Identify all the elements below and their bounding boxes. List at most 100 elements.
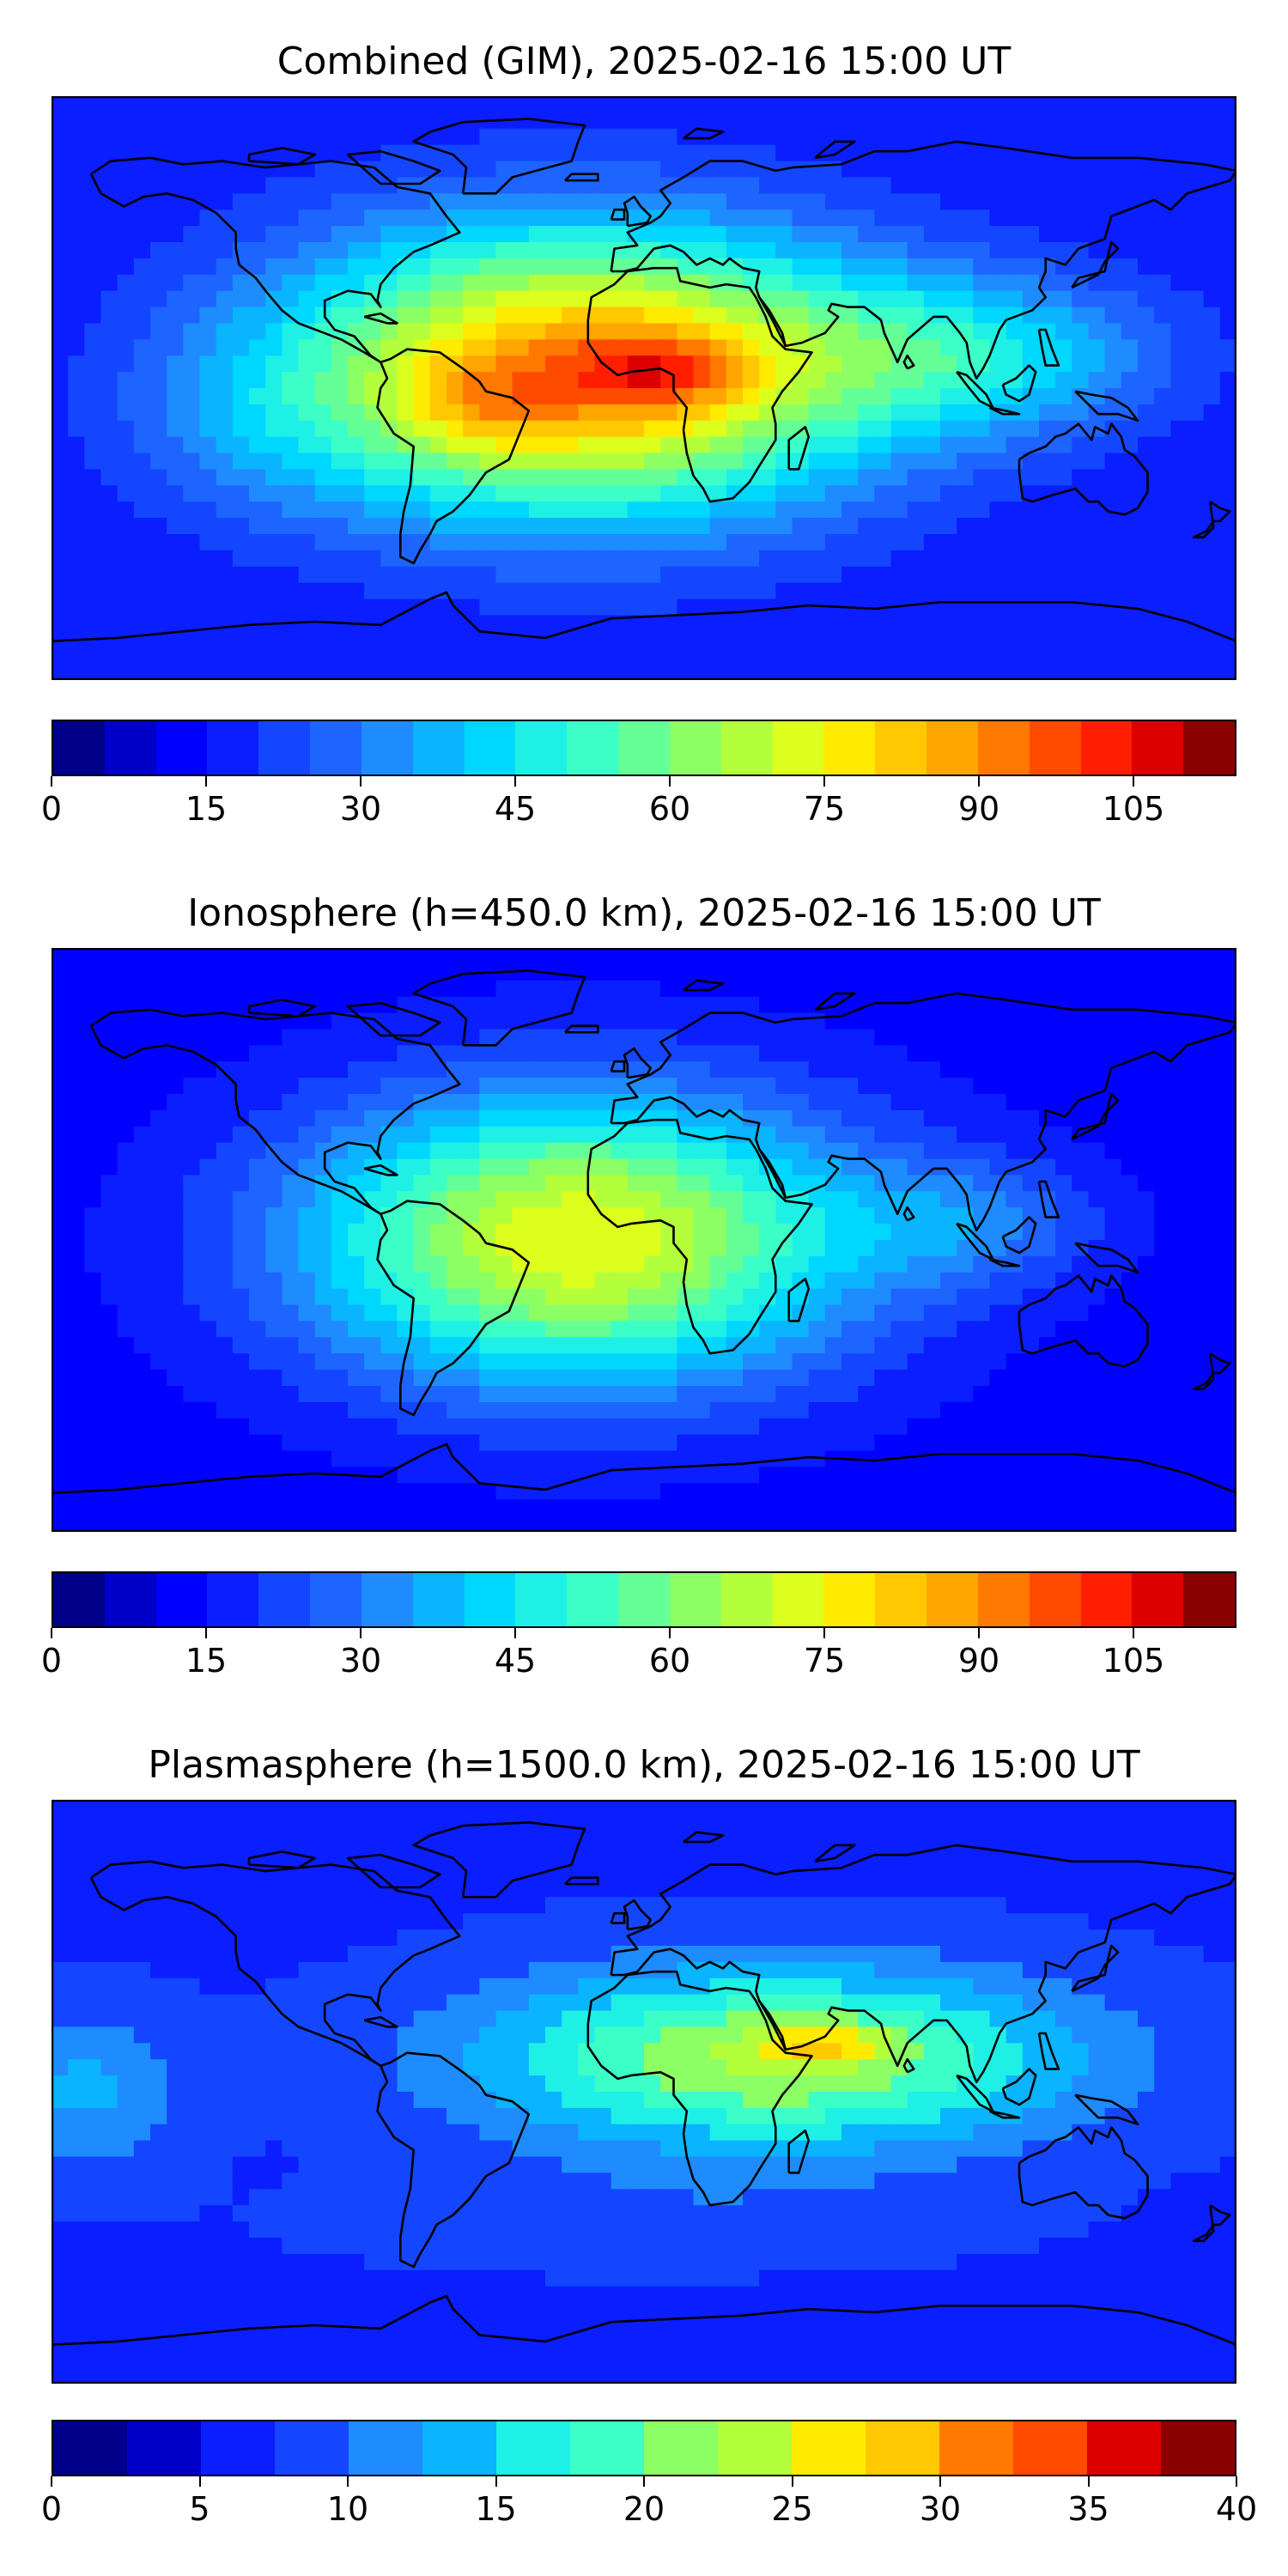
field-cell xyxy=(133,1240,151,1257)
field-cell xyxy=(940,274,957,292)
field-cell xyxy=(726,404,744,422)
field-cell xyxy=(429,615,447,632)
colorbar-tick xyxy=(669,776,671,787)
field-cell xyxy=(989,128,1007,146)
field-cell xyxy=(1022,1109,1040,1127)
field-cell xyxy=(495,1450,513,1468)
field-cell xyxy=(1154,307,1171,325)
field-cell xyxy=(1088,1401,1106,1419)
field-cell xyxy=(429,96,447,113)
field-cell xyxy=(216,1078,234,1095)
field-cell xyxy=(199,1418,217,1436)
field-cell xyxy=(594,242,612,259)
field-cell xyxy=(100,1240,118,1257)
field-cell xyxy=(759,664,776,680)
field-cell xyxy=(726,258,744,276)
field-cell xyxy=(1104,664,1122,680)
field-cell xyxy=(1187,1158,1205,1176)
field-cell xyxy=(52,161,69,179)
field-cell xyxy=(282,501,300,519)
field-cell xyxy=(216,193,234,210)
field-cell xyxy=(331,144,349,162)
field-cell xyxy=(1203,534,1221,551)
field-cell xyxy=(957,1078,974,1095)
field-cell xyxy=(808,485,826,502)
field-cell xyxy=(841,436,859,454)
field-cell xyxy=(808,518,826,535)
field-cell xyxy=(1170,226,1188,243)
field-cell xyxy=(232,598,250,617)
field-cell xyxy=(989,1126,1007,1144)
field-cell xyxy=(117,566,135,584)
field-cell xyxy=(167,323,184,340)
field-cell xyxy=(1138,1012,1155,1030)
field-cell xyxy=(1154,436,1171,454)
field-cell xyxy=(380,1045,398,1062)
field-cell xyxy=(397,96,415,113)
field-cell xyxy=(447,339,464,356)
field-cell xyxy=(644,1401,661,1419)
field-cell xyxy=(413,1029,431,1046)
field-cell xyxy=(1022,1126,1040,1144)
field-cell xyxy=(348,258,365,276)
field-cell xyxy=(100,485,118,502)
field-cell xyxy=(578,485,596,502)
field-cell xyxy=(397,242,415,259)
field-cell xyxy=(380,582,398,600)
field-cell xyxy=(216,372,234,389)
field-cell xyxy=(1039,615,1056,632)
field-cell xyxy=(265,112,283,130)
field-cell xyxy=(100,453,118,471)
field-cell xyxy=(479,501,497,519)
field-cell xyxy=(874,1158,892,1176)
field-cell xyxy=(677,96,695,113)
field-cell xyxy=(611,96,629,113)
field-cell xyxy=(117,1434,135,1452)
field-cell xyxy=(1170,1321,1188,1338)
field-cell xyxy=(824,615,842,632)
field-cell xyxy=(973,307,991,325)
field-cell xyxy=(528,226,546,243)
field-cell xyxy=(265,388,283,405)
field-cell xyxy=(858,980,875,998)
field-cell xyxy=(1170,323,1188,340)
field-cell xyxy=(68,598,85,617)
field-cell xyxy=(282,290,300,308)
field-cell xyxy=(841,323,859,340)
field-cell xyxy=(890,1401,908,1419)
field-cell xyxy=(841,1191,859,1208)
field-cell xyxy=(232,193,250,210)
field-cell xyxy=(167,226,184,243)
field-cell xyxy=(841,290,859,308)
field-cell xyxy=(808,242,826,259)
field-cell xyxy=(528,242,546,259)
field-cell xyxy=(265,501,283,519)
field-cell xyxy=(1121,128,1139,146)
field-cell xyxy=(627,1370,645,1387)
field-cell xyxy=(1039,566,1056,584)
field-cell xyxy=(858,501,875,519)
field-cell xyxy=(923,436,941,454)
field-cell xyxy=(545,1337,562,1354)
field-cell xyxy=(512,1353,530,1370)
field-cell xyxy=(364,96,381,113)
field-cell xyxy=(528,534,546,551)
field-cell xyxy=(660,566,677,584)
field-cell xyxy=(364,258,381,276)
field-cell xyxy=(841,144,859,162)
field-cell xyxy=(1154,1272,1171,1290)
field-cell xyxy=(463,1012,480,1030)
field-cell xyxy=(150,420,167,438)
field-cell xyxy=(68,388,85,405)
field-cell xyxy=(562,948,579,965)
field-cell xyxy=(429,1370,447,1387)
field-cell xyxy=(298,274,316,292)
field-cell xyxy=(562,372,579,389)
field-cell xyxy=(594,1045,612,1062)
field-cell xyxy=(479,1434,497,1452)
field-cell xyxy=(759,534,776,551)
field-cell xyxy=(841,980,859,998)
field-cell xyxy=(989,388,1007,405)
field-cell xyxy=(660,355,677,373)
field-cell xyxy=(1088,518,1106,535)
